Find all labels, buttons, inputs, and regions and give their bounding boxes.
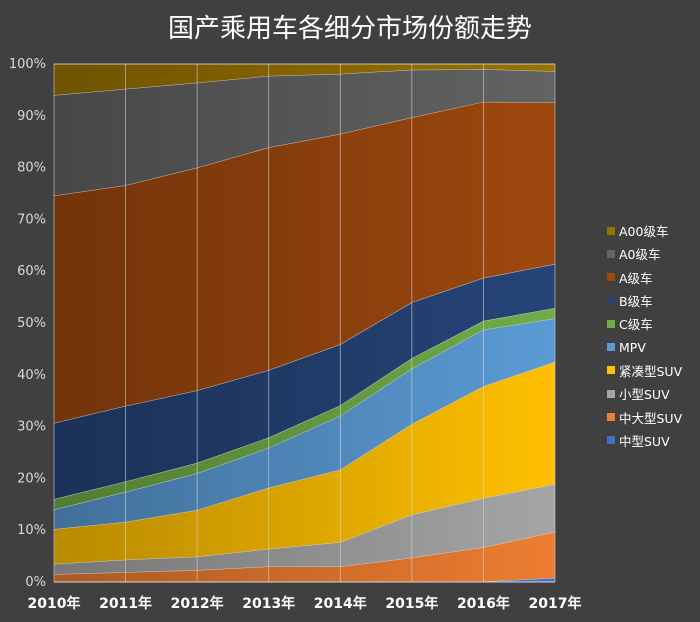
legend-item: 小型SUV [607, 382, 700, 405]
area-shade-series-9 [54, 64, 555, 96]
y-tick-label: 50% [17, 316, 46, 331]
legend-swatch [607, 413, 615, 422]
area-shade-series-7 [54, 101, 555, 423]
area-shade-series-5 [54, 307, 555, 510]
legend-label: 紧凑型SUV [619, 363, 683, 379]
legend-item: C级车 [607, 312, 700, 335]
area-shade-series-8 [54, 69, 555, 196]
y-tick-label: 70% [17, 212, 46, 227]
y-tick-label: 30% [17, 420, 46, 435]
x-tick-label: 2011年 [99, 595, 152, 612]
legend-swatch [607, 249, 615, 258]
y-tick-label: 100% [9, 57, 46, 72]
legend: A00级车 A0级车 A级车 B级车 C级车 MPV 紧凑型SUV 小型SUV 中大型SUV 中型… [607, 219, 700, 452]
x-tick-label: 2016年 [457, 595, 510, 612]
area-shade-series-1 [54, 531, 555, 582]
legend-swatch [607, 436, 615, 445]
x-tick-label: 2010年 [28, 595, 81, 612]
chart-title: 国产乘用车各细分市场份额走势 [167, 14, 532, 44]
y-tick-label: 10% [17, 523, 46, 538]
legend-item: A级车 [607, 266, 700, 289]
x-tick-label: 2014年 [314, 595, 367, 612]
x-axis: 2010年 2011年 2012年 2013年 2014年 2015年 2016年 2017年 [28, 595, 582, 612]
y-tick-label: 90% [17, 109, 46, 124]
legend-label: A级车 [619, 270, 653, 286]
legend-item: B级车 [607, 289, 700, 312]
legend-swatch [607, 366, 615, 375]
y-tick-label: 80% [17, 161, 46, 176]
legend-label: A00级车 [619, 224, 669, 240]
legend-item: 中型SUV [607, 429, 700, 452]
legend-swatch [607, 226, 615, 235]
y-tick-label: 20% [17, 471, 46, 486]
legend-item: MPV [607, 335, 700, 358]
plot-area [53, 63, 556, 583]
legend-item: A00级车 [607, 219, 700, 242]
legend-item: 中大型SUV [607, 405, 700, 428]
legend-swatch [607, 273, 615, 282]
x-tick-label: 2012年 [171, 595, 224, 612]
y-tick-label: 40% [17, 368, 46, 383]
legend-swatch [607, 319, 615, 328]
legend-label: C级车 [619, 317, 653, 333]
x-tick-label: 2013年 [242, 595, 295, 612]
legend-label: 小型SUV [619, 387, 670, 403]
area-shade-series-2 [54, 484, 555, 575]
y-axis: 0% 10% 20% 30% 40% 50% 60% 70% 80% 90% 100% [9, 57, 46, 590]
x-tick-label: 2017年 [529, 595, 582, 612]
legend-label: A0级车 [619, 247, 661, 263]
legend-item: 紧凑型SUV [607, 359, 700, 382]
area-edge-series-8 [53, 68, 556, 96]
legend-swatch [607, 389, 615, 398]
legend-swatch [607, 296, 615, 305]
legend-label: MPV [619, 339, 646, 355]
x-tick-label: 2015年 [385, 595, 438, 612]
legend-label: 中大型SUV [619, 410, 683, 426]
y-tick-label: 0% [25, 575, 46, 590]
legend-item: A0级车 [607, 242, 700, 265]
area-shade-series-6 [54, 263, 555, 500]
legend-swatch [607, 343, 615, 352]
area-shade-series-4 [54, 318, 555, 530]
legend-label: B级车 [619, 294, 653, 310]
y-tick-label: 60% [17, 264, 46, 279]
legend-label: 中型SUV [619, 433, 670, 449]
